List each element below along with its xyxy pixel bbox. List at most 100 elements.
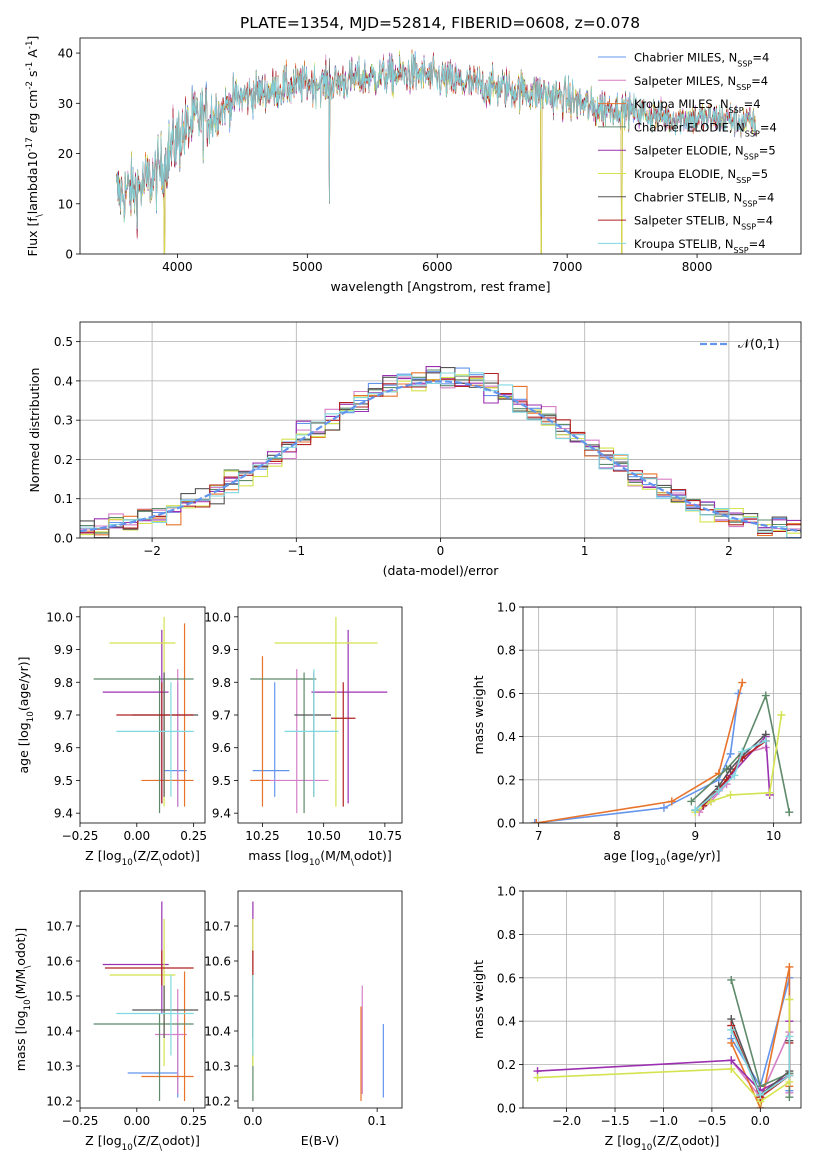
weight-marker: [765, 788, 774, 797]
y-tick-label: 10.6: [204, 955, 231, 969]
x-tick-label: 6000: [422, 260, 453, 274]
x-tick-label: −1.0: [649, 1114, 678, 1128]
y-axis-label: Normed distribution: [27, 368, 42, 493]
y-tick-label: 1.0: [497, 601, 516, 615]
x-tick-label: 9: [691, 829, 699, 843]
x-tick-label: 10.50: [306, 829, 340, 843]
x-tick-label: 8000: [682, 260, 713, 274]
y-tick-label: 9.5: [54, 774, 73, 788]
plot-area: [252, 901, 384, 1101]
weight-marker: [727, 1025, 736, 1034]
legend-label: Chabrier ELODIE, NSSP=4: [634, 120, 777, 138]
y-tick-label: 9.8: [212, 676, 231, 690]
weight-line: [536, 682, 744, 823]
y-tick-label: 0.1: [54, 492, 73, 506]
spectrum-line: [116, 53, 756, 230]
weight-marker: [659, 803, 668, 812]
x-tick-label: 2: [725, 544, 733, 558]
y-tick-label: 0.0: [497, 1102, 516, 1116]
legend-label: 𝒩(0,1): [738, 336, 780, 351]
weight-marker: [727, 1038, 736, 1047]
y-tick-label: 0.3: [54, 414, 73, 428]
panel-age_vs_mass: 10.25 10.50 10.75 9.4 9.5 9.6 9.7 9.8 9.9 10.0 mas…: [204, 606, 403, 868]
x-axis-label: Z [log10(Z/Z\odot)]: [85, 848, 200, 868]
weight-marker: [533, 1073, 542, 1082]
x-tick-label: −0.25: [62, 1114, 99, 1128]
legend-label: Kroupa MILES, NSSP=4: [634, 97, 761, 115]
x-tick-label: 0: [437, 544, 445, 558]
x-tick-label: 7000: [552, 260, 583, 274]
y-axis-label: mass weight: [471, 675, 486, 754]
legend-label: Salpeter STELIB, NSSP=4: [634, 214, 773, 232]
x-tick-label: 1: [581, 544, 589, 558]
y-tick-label: 20: [58, 147, 73, 161]
histogram-step: [80, 372, 801, 538]
y-tick-label: 0.5: [54, 335, 73, 349]
y-tick-label: 9.8: [54, 676, 73, 690]
weight-marker: [714, 786, 723, 795]
x-axis-label: age [log10(age/yr)]: [603, 848, 720, 868]
plot-area: [93, 616, 199, 814]
y-tick-label: 0.8: [497, 928, 516, 942]
y-tick-label: 0.0: [497, 817, 516, 831]
y-tick-label: 9.5: [212, 774, 231, 788]
legend-label: Chabrier MILES, NSSP=4: [634, 51, 769, 69]
panel-spectrum: 4000 5000 6000 7000 8000 0 10 20 30 40 wavelength …: [25, 36, 802, 294]
weight-marker: [785, 962, 794, 971]
weight-marker: [738, 747, 747, 756]
weight-marker: [667, 797, 676, 806]
y-tick-label: 0.4: [497, 1015, 516, 1029]
weight-marker: [532, 819, 541, 823]
legend: Chabrier MILES, NSSP=4 Salpeter MILES, NS…: [598, 51, 777, 255]
x-tick-label: −1.5: [600, 1114, 629, 1128]
weight-line: [702, 740, 767, 807]
axes-frame: [79, 37, 802, 255]
y-tick-label: 10.0: [204, 610, 231, 624]
y-tick-label: 9.4: [54, 807, 73, 821]
weight-marker: [730, 771, 739, 780]
y-axis-label: age [log10(age/yr)]: [16, 656, 36, 773]
weight-marker: [530, 819, 539, 823]
panel-mass_vs_Z: −0.25 0.00 0.25 10.2 10.3 10.4 10.5 10.6 10.7 Z […: [13, 890, 207, 1153]
weight-marker: [726, 765, 735, 773]
x-tick-label: 4000: [162, 260, 193, 274]
weight-marker: [727, 1056, 736, 1065]
y-tick-label: 9.4: [212, 807, 231, 821]
weight-marker: [727, 975, 736, 984]
y-axis-label: mass [log10(M/M\odot)]: [13, 928, 33, 1071]
x-tick-label: 0.25: [180, 1114, 207, 1128]
y-axis-label: Flux [f\lambda10-17 erg cm-2 s-1 A-1]: [25, 36, 45, 257]
y-tick-label: 0.2: [497, 1058, 516, 1072]
plot-area: [523, 607, 801, 823]
legend-label: Salpeter MILES, NSSP=4: [634, 74, 768, 92]
y-tick-label: 10: [58, 197, 73, 211]
legend-label: Kroupa STELIB, NSSP=4: [634, 237, 766, 255]
y-tick-label: 0: [65, 248, 73, 262]
y-tick-label: 0.2: [497, 773, 516, 787]
y-tick-label: 9.9: [54, 643, 73, 657]
legend-label: Kroupa ELODIE, NSSP=5: [634, 167, 768, 185]
x-tick-label: 0.25: [180, 829, 207, 843]
y-tick-label: 9.7: [54, 709, 73, 723]
weight-marker: [761, 691, 770, 700]
y-tick-label: 1.0: [497, 885, 516, 899]
y-tick-label: 0.6: [497, 971, 516, 985]
x-tick-label: 7: [535, 829, 543, 843]
y-tick-label: 10.2: [204, 1095, 231, 1109]
weight-marker: [785, 1093, 794, 1102]
panel-mass_vs_EBV: 0.0 0.1 10.2 10.3 10.4 10.5 10.6 10.7 E(B-V): [204, 890, 403, 1148]
y-tick-label: 10.7: [204, 920, 231, 934]
x-tick-label: 0.0: [243, 1114, 262, 1128]
weight-marker: [785, 1032, 794, 1041]
y-tick-label: 40: [58, 47, 73, 61]
x-tick-label: −0.25: [62, 829, 99, 843]
y-tick-label: 10.3: [204, 1060, 231, 1074]
weight-marker: [691, 806, 700, 815]
x-tick-label: 10: [766, 829, 781, 843]
legend: 𝒩(0,1): [700, 336, 780, 351]
y-tick-label: 9.6: [212, 741, 231, 755]
x-axis-label: Z [log10(Z/Z\odot)]: [605, 1133, 720, 1153]
panel-weight_vs_Z: −2.0 −1.5 −1.0 −0.5 0.0 0.0 0.2 0.4 0.6 0.8 1.0 Z […: [471, 885, 802, 1153]
y-tick-label: 10.4: [46, 1025, 73, 1039]
